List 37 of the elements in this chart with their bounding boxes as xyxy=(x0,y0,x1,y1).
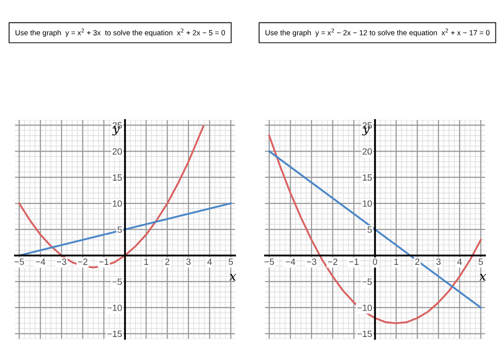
x-tick-label: −4 xyxy=(36,258,46,265)
y-tick-label: −15 xyxy=(357,330,372,338)
y-tick-label: −5 xyxy=(362,278,372,285)
x-tick-label: −1 xyxy=(349,258,359,265)
y-tick-label: 10 xyxy=(362,200,372,207)
x-tick-label: −5 xyxy=(14,258,24,265)
x-tick-label: 2 xyxy=(415,258,420,265)
x-tick-label: 4 xyxy=(207,258,212,265)
y-tick-label: −10 xyxy=(357,304,372,311)
y-tick-label: −5 xyxy=(112,278,122,285)
x-tick-label: −5 xyxy=(264,258,274,265)
y-tick-label: 15 xyxy=(112,174,122,181)
x-tick-label: −2 xyxy=(78,258,88,265)
x-tick-label: −3 xyxy=(306,258,316,265)
x-tick-label: 5 xyxy=(478,258,483,265)
y-tick-label: 20 xyxy=(112,148,122,155)
y-tick-label: −15 xyxy=(107,330,122,338)
x-axis-title: x xyxy=(229,274,236,281)
x-tick-label: 1 xyxy=(394,258,398,265)
x-tick-label: −4 xyxy=(286,258,296,265)
x-tick-label: 3 xyxy=(186,258,191,265)
x-tick-label: 5 xyxy=(228,258,233,265)
y-tick-label: −10 xyxy=(107,304,122,311)
x-tick-label: 0 xyxy=(372,258,378,265)
x-tick-label: −1 xyxy=(99,258,109,265)
y-tick-label: 10 xyxy=(112,200,122,207)
y-tick-label: 15 xyxy=(362,174,372,181)
x-tick-label: −3 xyxy=(56,258,66,265)
x-tick-label: 3 xyxy=(436,258,441,265)
y-tick-label: 5 xyxy=(368,226,372,233)
x-tick-label: 4 xyxy=(457,258,462,265)
x-tick-label: −2 xyxy=(328,258,338,265)
x-tick-label: 2 xyxy=(165,258,170,265)
x-tick-label: 1 xyxy=(144,258,148,265)
x-axis-title: x xyxy=(479,274,486,281)
y-tick-label: 20 xyxy=(362,148,372,155)
y-tick-label: 5 xyxy=(118,226,122,233)
